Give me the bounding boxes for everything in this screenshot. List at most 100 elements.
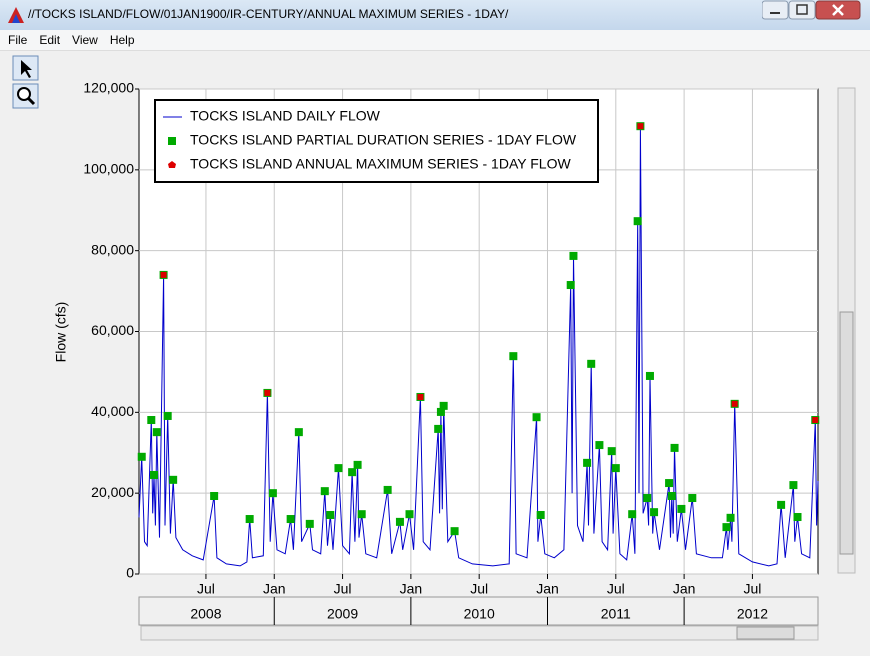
pd-marker: [294, 428, 303, 437]
scroll-thumb[interactable]: [736, 626, 795, 640]
year-label: 2011: [601, 606, 631, 622]
pd-marker: [532, 413, 541, 422]
zoom-icon: [17, 87, 31, 101]
pd-marker: [569, 251, 578, 260]
menu-item[interactable]: Edit: [39, 33, 61, 47]
am-marker: [812, 417, 819, 424]
pd-marker: [434, 424, 443, 433]
scroll-thumb[interactable]: [839, 311, 854, 555]
pd-marker: [777, 500, 786, 509]
pd-marker: [509, 352, 518, 361]
menu-item[interactable]: File: [8, 33, 28, 47]
y-tick-label: 100,000: [83, 161, 134, 177]
year-label: 2010: [464, 606, 495, 622]
year-label: 2012: [737, 606, 768, 622]
pd-marker: [383, 485, 392, 494]
pd-marker: [583, 458, 592, 467]
pd-marker: [566, 281, 575, 290]
pd-marker: [305, 519, 314, 528]
pd-marker: [587, 359, 596, 368]
pd-marker: [645, 371, 654, 380]
pd-marker: [793, 513, 802, 522]
y-tick-label: 80,000: [91, 241, 134, 257]
chart: Flow (cfs) 0 20,000 40,000 60,000 80,000 100,…: [12, 55, 856, 641]
y-tick-label: 40,000: [91, 403, 134, 419]
pd-marker: [147, 416, 156, 425]
pd-marker: [439, 401, 448, 410]
x-tick-label: Jan: [263, 581, 286, 597]
pd-marker: [320, 487, 329, 496]
pd-marker: [650, 508, 659, 517]
pd-marker: [286, 515, 295, 524]
x-tick-label: Jul: [334, 581, 352, 597]
pd-marker: [169, 475, 178, 484]
pd-marker: [633, 217, 642, 226]
pd-marker: [210, 491, 219, 500]
flow-line: [138, 126, 819, 567]
pd-marker: [667, 491, 676, 500]
pd-marker: [670, 443, 679, 452]
pd-marker: [677, 504, 686, 513]
pd-marker: [152, 428, 161, 437]
pd-marker: [628, 510, 637, 519]
x-tick-label: Jan: [400, 581, 423, 597]
legend: [154, 99, 599, 183]
am-marker: [264, 389, 271, 396]
window-title: //TOCKS ISLAND/FLOW/01JAN1900/IR-CENTURY…: [28, 7, 509, 21]
pd-marker: [789, 481, 798, 490]
pd-marker: [611, 464, 620, 473]
y-axis-label: Flow (cfs): [53, 302, 69, 363]
year-band: [138, 596, 819, 626]
pd-marker: [163, 411, 172, 420]
pd-marker: [245, 515, 254, 524]
year-label: 2009: [327, 606, 358, 622]
legend-label: TOCKS ISLAND ANNUAL MAXIMUM SERIES - 1DA…: [190, 156, 571, 172]
y-tick-label: 20,000: [91, 484, 134, 500]
am-marker: [637, 123, 644, 130]
pd-marker: [353, 460, 362, 469]
pd-marker: [326, 510, 335, 519]
menu-item[interactable]: View: [72, 33, 98, 47]
x-tick-label: Jul: [197, 581, 215, 597]
pd-marker: [688, 494, 697, 503]
am-marker: [417, 393, 424, 400]
menu-item[interactable]: Help: [109, 33, 135, 47]
pd-marker: [268, 489, 277, 498]
x-tick-label: Jan: [673, 581, 696, 597]
pd-marker: [436, 407, 445, 416]
pd-marker: [643, 494, 652, 503]
legend-swatch: [168, 161, 176, 168]
pd-marker: [595, 441, 604, 450]
horizontal-scrollbar[interactable]: [140, 625, 819, 641]
pd-marker: [137, 452, 146, 461]
pd-marker: [726, 513, 735, 522]
y-tick-label: 0: [126, 565, 134, 581]
am-marker: [731, 400, 738, 407]
y-tick-label: 120,000: [83, 80, 134, 96]
x-tick-label: Jul: [470, 581, 488, 597]
pd-marker: [395, 517, 404, 526]
y-tick-label: 60,000: [91, 322, 134, 338]
window-controls[interactable]: [762, 0, 862, 22]
x-tick-label: Jan: [536, 581, 559, 597]
pd-marker: [665, 479, 674, 488]
pd-marker: [150, 470, 159, 479]
x-tick-label: Jul: [607, 581, 625, 597]
pd-marker: [357, 510, 366, 519]
pd-marker: [334, 464, 343, 473]
menu-bar: File Edit View Help: [0, 30, 870, 51]
pd-marker: [607, 447, 616, 456]
pd-marker: [348, 468, 357, 477]
am-marker: [160, 271, 167, 278]
pd-marker: [405, 510, 414, 519]
x-tick-label: Jul: [743, 581, 761, 597]
title-bar: //TOCKS ISLAND/FLOW/01JAN1900/IR-CENTURY…: [0, 0, 870, 30]
pd-marker: [450, 527, 459, 536]
legend-label: TOCKS ISLAND DAILY FLOW: [190, 108, 381, 124]
legend-label: TOCKS ISLAND PARTIAL DURATION SERIES - 1…: [190, 132, 577, 148]
pd-marker: [722, 523, 731, 532]
arrow-icon: [21, 60, 32, 78]
app-icon: [8, 7, 24, 23]
legend-swatch: [168, 137, 176, 145]
